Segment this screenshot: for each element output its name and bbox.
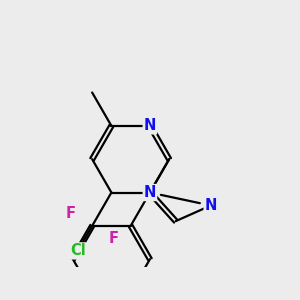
Text: N: N	[144, 118, 156, 134]
Text: F: F	[65, 206, 76, 221]
Text: F: F	[109, 231, 119, 246]
Text: N: N	[205, 198, 217, 213]
Text: N: N	[144, 185, 156, 200]
Text: Cl: Cl	[70, 243, 86, 258]
